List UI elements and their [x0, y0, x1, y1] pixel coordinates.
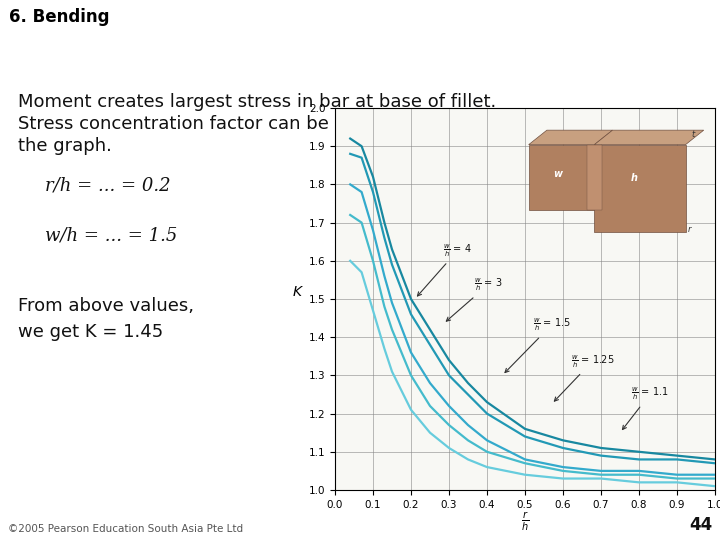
- X-axis label: $\frac{r}{h}$: $\frac{r}{h}$: [521, 511, 529, 534]
- Text: r/h = ... = 0.2: r/h = ... = 0.2: [45, 177, 171, 195]
- Text: Stress concentration factor can be determined from: Stress concentration factor can be deter…: [18, 115, 487, 133]
- Text: Moment creates largest stress in bar at base of fillet.: Moment creates largest stress in bar at …: [18, 93, 496, 111]
- Y-axis label: $K$: $K$: [292, 285, 304, 299]
- Text: $\frac{w}{h}$ = 1.25: $\frac{w}{h}$ = 1.25: [554, 353, 614, 401]
- Text: w/h = ... = 1.5: w/h = ... = 1.5: [45, 227, 177, 245]
- Text: $\frac{w}{h}$ = 1.5: $\frac{w}{h}$ = 1.5: [505, 316, 570, 373]
- Text: ©2005 Pearson Education South Asia Pte Ltd: ©2005 Pearson Education South Asia Pte L…: [8, 524, 243, 534]
- Text: EXAMPLE 6.26 (SOLN): EXAMPLE 6.26 (SOLN): [9, 46, 231, 64]
- Text: $\frac{w}{h}$ = 1.1: $\frac{w}{h}$ = 1.1: [623, 386, 669, 429]
- Text: we get K = 1.45: we get K = 1.45: [18, 323, 163, 341]
- Text: From above values,: From above values,: [18, 297, 194, 315]
- Text: 6. Bending: 6. Bending: [9, 9, 109, 26]
- Text: $\frac{w}{h}$ = 4: $\frac{w}{h}$ = 4: [418, 242, 472, 296]
- Text: the graph.: the graph.: [18, 137, 112, 155]
- Text: 44: 44: [689, 516, 712, 534]
- Text: $\frac{w}{h}$ = 3: $\frac{w}{h}$ = 3: [446, 276, 503, 321]
